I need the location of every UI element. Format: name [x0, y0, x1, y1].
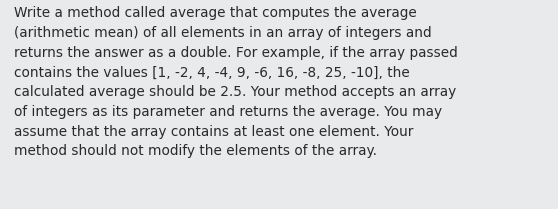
Text: Write a method called average that computes the average
(arithmetic mean) of all: Write a method called average that compu…: [14, 6, 458, 158]
